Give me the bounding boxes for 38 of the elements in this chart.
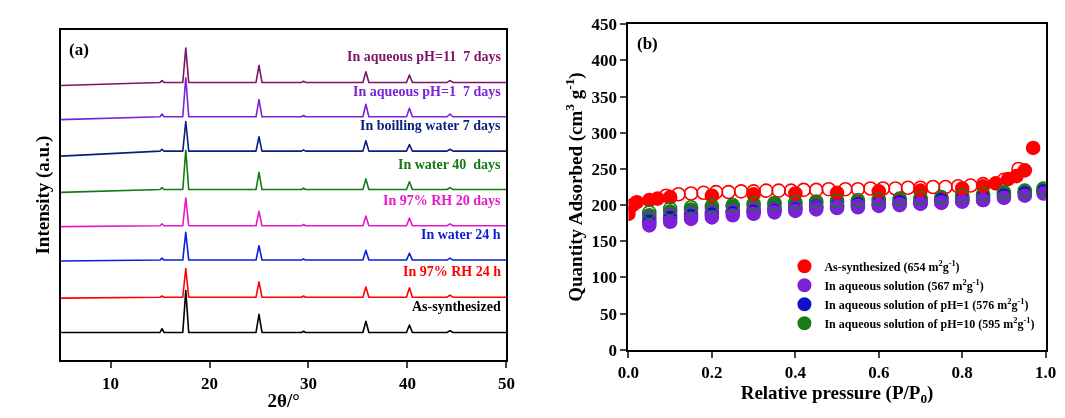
legend-label: As-synthesized (654 m$^{2}$g$^{-1}$) — [824, 258, 960, 274]
x-axis-title: 2θ/° — [267, 389, 300, 411]
y-tick-label: 350 — [591, 87, 618, 107]
legend-label: In aqueous solution (567 m$^{2}$g$^{-1}$) — [824, 277, 984, 293]
y-tick-label: 150 — [591, 232, 618, 252]
x-tick-label: 0.0 — [617, 363, 640, 383]
x-tick-label: 30 — [299, 373, 317, 393]
series-label: In boilling water 7 days — [360, 118, 502, 133]
x-tick-label: 1.0 — [1035, 363, 1057, 383]
series-label: In aqueous pH=11 7 days — [347, 49, 502, 64]
x-axis-title: Relative pressure (P/P$_{0}$) — [740, 382, 934, 407]
series-label: As-synthesized — [412, 299, 501, 314]
x-tick-label: 0.8 — [951, 363, 973, 383]
x-tick-label: 50 — [497, 373, 515, 393]
x-tick-label: 0.6 — [868, 363, 890, 383]
y-tick-label: 100 — [591, 268, 618, 288]
y-tick-label: 300 — [591, 123, 618, 143]
y-tick-label: 400 — [591, 51, 618, 71]
y-tick-label: 0 — [608, 340, 618, 360]
annotation: (b) — [637, 34, 658, 53]
series-label: In 97% RH 24 h — [403, 264, 502, 279]
x-tick-label: 10 — [102, 373, 120, 393]
legend-label: In aqueous solution of pH=10 (595 m$^{2}$g$^{-1}$) — [824, 315, 1035, 331]
y-tick-label: 250 — [591, 159, 618, 179]
x-tick-label: 0.4 — [784, 363, 807, 383]
x-tick-label: 40 — [398, 373, 416, 393]
x-tick-label: 20 — [201, 373, 219, 393]
series-label: In 97% RH 20 days — [383, 193, 502, 208]
y-tick-label: 450 — [591, 15, 618, 35]
x-tick-label: 0.2 — [701, 363, 723, 383]
legend-label: In aqueous solution of pH=1 (576 m$^{2}$g$^{-1}$) — [824, 296, 1029, 312]
annotation: (a) — [69, 40, 89, 59]
y-tick-label: 50 — [600, 304, 618, 324]
y-axis-title: Intensity (a.u.) — [32, 135, 55, 255]
y-tick-label: 200 — [591, 196, 618, 216]
series-label: In water 40 days — [398, 157, 501, 172]
series-label: In aqueous pH=1 7 days — [353, 84, 502, 99]
series-label: In water 24 h — [421, 227, 501, 242]
